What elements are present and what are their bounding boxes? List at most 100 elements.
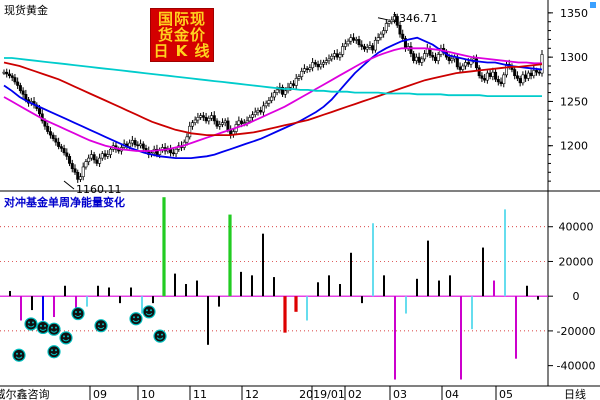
candle-body	[401, 33, 405, 39]
candle-body	[417, 56, 421, 63]
candle-body	[499, 81, 503, 85]
candle-body	[433, 56, 437, 61]
candle-body	[223, 120, 227, 123]
candle-body	[251, 114, 255, 118]
x-label: 日线	[564, 387, 586, 400]
x-label: 威尔鑫咨询	[0, 387, 50, 400]
flow-bar	[31, 296, 33, 311]
flow-bar	[119, 296, 121, 304]
candle-body	[212, 115, 216, 122]
candle-body	[65, 152, 69, 157]
flow-bar	[394, 296, 396, 380]
candle-body	[215, 120, 219, 127]
candle-body	[103, 153, 107, 157]
smiley-eye	[137, 316, 139, 319]
candle-body	[324, 60, 328, 63]
watermark-badge: 国际现 货金价 日 K 线	[150, 8, 214, 62]
candle-body	[43, 120, 47, 127]
candle-body	[193, 119, 197, 123]
flow-bar	[317, 282, 319, 297]
candle-body	[57, 141, 61, 147]
candle-body	[420, 58, 424, 63]
candle-body	[354, 39, 358, 41]
smiley-eye	[67, 335, 69, 338]
candle-body	[242, 122, 246, 124]
candle-body	[38, 108, 42, 115]
flow-panel-title: 对冲基金单周净能量变化	[4, 195, 125, 209]
flow-bar	[361, 296, 363, 304]
candle-body	[171, 152, 175, 155]
candle-body	[357, 39, 361, 46]
candle-body	[62, 148, 66, 154]
candle-body	[291, 83, 295, 86]
candle-body	[218, 124, 222, 127]
candle-body	[226, 120, 230, 131]
flow-ytick-label: 40000	[559, 221, 594, 234]
smiley-eye	[16, 352, 18, 355]
candle-body	[300, 71, 304, 77]
flow-bar	[196, 280, 198, 297]
smiley-eye	[40, 324, 42, 327]
candle-body	[256, 109, 260, 113]
candle-body	[521, 74, 525, 84]
candle-body	[237, 120, 241, 125]
candle-body	[128, 142, 132, 147]
candle-body	[89, 154, 93, 159]
candle-body	[174, 148, 178, 154]
candle-body	[270, 96, 274, 101]
smiley-eye	[79, 311, 81, 314]
candle-body	[70, 163, 74, 170]
smiley-mouth	[39, 328, 47, 331]
candle-body	[188, 125, 192, 138]
flow-bar	[438, 280, 440, 297]
ma-red-line	[3, 61, 543, 137]
candle-body	[297, 76, 301, 79]
price-ytick-label: 1200	[560, 140, 588, 153]
flow-bar	[228, 214, 232, 297]
candle-body	[95, 159, 99, 164]
candle-body	[311, 62, 315, 69]
candle-body	[409, 46, 413, 54]
smiley-icon	[47, 345, 61, 359]
candle-body	[395, 16, 399, 26]
candle-body	[379, 33, 383, 38]
smiley-eye	[51, 326, 53, 329]
flow-bar	[75, 296, 77, 314]
candle-body	[281, 86, 285, 95]
flow-bar	[339, 284, 341, 297]
flow-bar	[493, 280, 495, 297]
candle-body	[316, 63, 320, 68]
smiley-icon	[24, 317, 38, 331]
smiley-mouth	[74, 314, 82, 318]
candle-body	[376, 37, 380, 41]
x-label: 02	[348, 388, 362, 400]
candle-body	[261, 105, 265, 113]
candle-body	[360, 44, 364, 47]
smiley-eye	[32, 321, 34, 324]
candle-body	[289, 83, 293, 88]
flow-bar	[273, 277, 275, 297]
candle-body	[139, 143, 143, 147]
smiley-eye	[75, 311, 77, 314]
candle-body	[365, 47, 369, 50]
candle-body	[346, 40, 350, 45]
candle-body	[220, 122, 224, 125]
flow-bar	[108, 287, 110, 297]
flow-bar	[482, 247, 484, 297]
flow-bar	[449, 275, 451, 297]
flow-bar	[141, 296, 143, 314]
candle-body	[48, 131, 52, 136]
flow-bar	[383, 275, 385, 297]
smiley-eye	[161, 333, 163, 336]
candle-body	[485, 72, 489, 81]
flow-bar	[130, 287, 132, 297]
smiley-icon	[12, 348, 26, 362]
candle-body	[362, 46, 366, 50]
candle-body	[141, 143, 145, 149]
candle-body	[414, 56, 418, 61]
flow-bar	[350, 252, 352, 297]
candle-body	[210, 115, 214, 119]
candle-body	[87, 157, 91, 162]
candle-body	[46, 125, 50, 132]
candle-body	[248, 117, 252, 122]
